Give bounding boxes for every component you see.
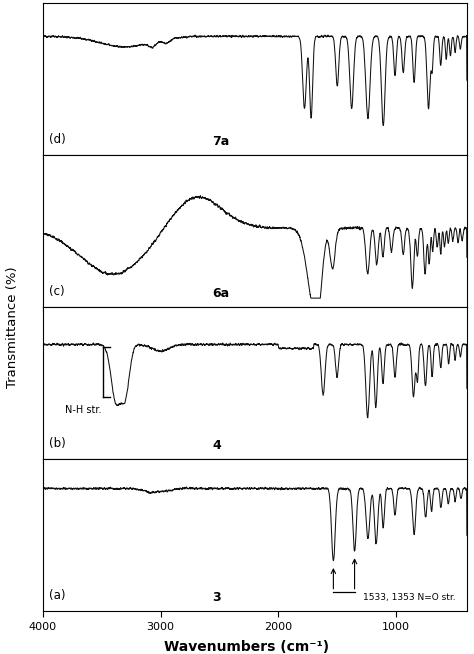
Text: 4: 4	[212, 439, 221, 452]
Text: Transmittance (%): Transmittance (%)	[6, 266, 18, 388]
Text: N-H str.: N-H str.	[65, 405, 101, 415]
Text: (c): (c)	[49, 285, 64, 298]
Text: (d): (d)	[49, 133, 66, 146]
Text: 1533, 1353 N=O str.: 1533, 1353 N=O str.	[363, 593, 456, 602]
Text: 7a: 7a	[212, 135, 229, 148]
Text: (b): (b)	[49, 438, 66, 451]
Text: 6a: 6a	[212, 286, 229, 300]
Text: 3: 3	[212, 591, 221, 604]
Text: Wavenumbers (cm⁻¹): Wavenumbers (cm⁻¹)	[164, 640, 329, 654]
Text: (a): (a)	[49, 589, 65, 602]
